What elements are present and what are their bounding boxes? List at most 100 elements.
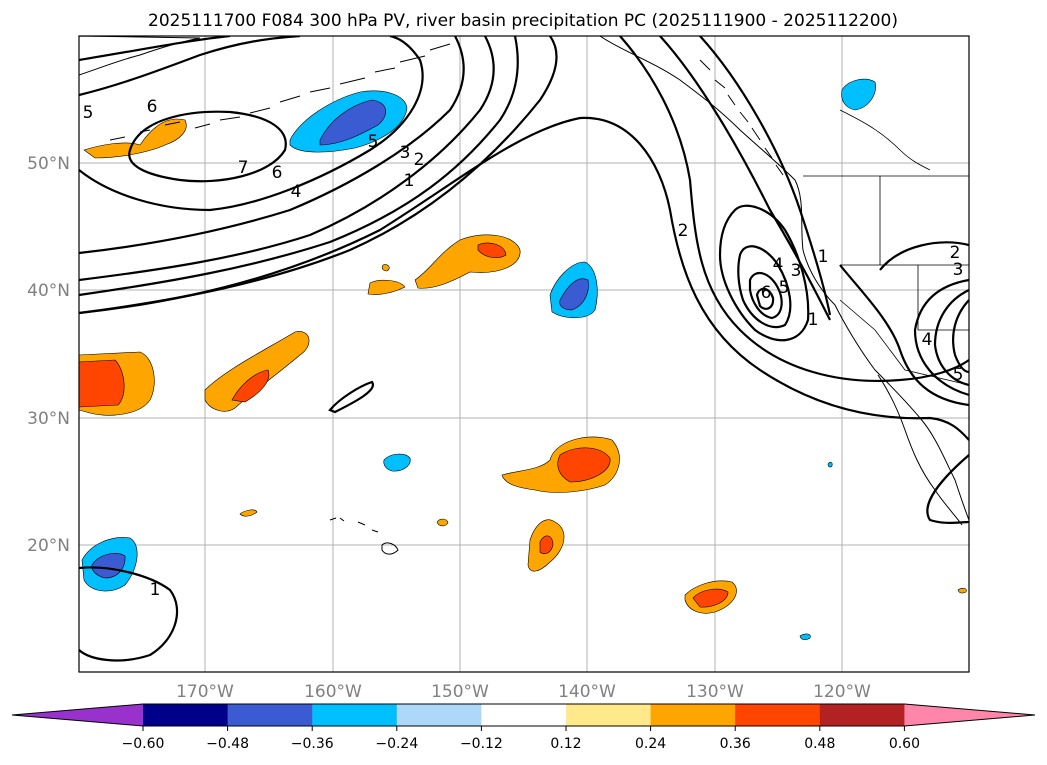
pv-contour [933, 289, 969, 387]
baja-california-coast [877, 374, 963, 526]
lon-label: 140°W [558, 682, 616, 702]
lat-label: 50°N [27, 154, 70, 174]
precip-positive-strong [79, 359, 125, 408]
precip-positive-region [957, 587, 967, 594]
lon-label: 160°W [304, 682, 362, 702]
precip-positive-strong [231, 369, 270, 403]
contour-label: 3 [953, 260, 964, 280]
pv-contour [619, 36, 969, 383]
contour-labels: 5 6 7 6 4 5 3 2 1 2 1 4 3 6 5 1 2 3 4 5 … [83, 97, 964, 600]
pv-contour [913, 278, 969, 397]
contour-label: 5 [368, 132, 379, 152]
lon-label: 150°W [431, 682, 489, 702]
precip-negative-strong [319, 99, 386, 146]
pv-contour [79, 566, 179, 662]
precip-positive-region [381, 264, 390, 272]
precip-negative-region [383, 453, 411, 472]
pv-contour [79, 116, 969, 441]
precip-negative-region [841, 78, 876, 111]
pv-contour [328, 380, 375, 414]
precip-positive-region [239, 509, 258, 517]
lat-label: 20°N [27, 536, 70, 556]
pv-contour [79, 36, 424, 212]
pv-contour [79, 36, 495, 282]
contour-label: 6 [147, 97, 158, 117]
colorbar-segment [227, 704, 313, 726]
contour-label: 6 [761, 283, 772, 303]
contour-label: 4 [773, 255, 784, 275]
colorbar-tick-label: −0.24 [375, 736, 418, 752]
precip-negative-strong [559, 278, 589, 311]
colorbar-tick-label: 0.12 [550, 736, 581, 752]
colorbar-segment [481, 704, 567, 726]
pv-contour [879, 241, 969, 271]
precip-positive-region [204, 331, 310, 412]
colorbar-segment [396, 704, 482, 726]
contour-label: 6 [272, 163, 283, 183]
contour-label: 3 [791, 261, 802, 281]
precip-positive-strong [692, 588, 729, 608]
contour-label: 5 [779, 278, 790, 298]
coastlines [79, 36, 969, 555]
colorbar-segment [735, 704, 821, 726]
pv-contour [79, 36, 231, 62]
longitude-labels: 170°W 160°W 150°W 140°W 130°W 120°W [176, 682, 871, 702]
precip-shading [79, 78, 967, 641]
north-america-coast [599, 36, 969, 521]
precip-negative-region [799, 633, 811, 641]
colorbar-segment [819, 704, 905, 726]
latitude-labels: 50°N 40°N 30°N 20°N [27, 154, 70, 556]
precip-negative-region [827, 461, 833, 468]
hawaiian-islands [329, 517, 399, 555]
colorbar: −0.60 −0.48 −0.36 −0.24 −0.12 0.12 0.24 0.36 0.4… [11, 703, 1036, 752]
colorbar-tick-label: 0.24 [635, 736, 666, 752]
colorbar-tick-label: −0.48 [206, 736, 249, 752]
colorbar-extend-max [904, 704, 1035, 726]
contour-label: 2 [678, 221, 689, 241]
contour-label: 7 [238, 158, 249, 178]
lon-label: 130°W [686, 682, 744, 702]
colorbar-segment [650, 704, 736, 726]
colorbar-segment [312, 704, 398, 726]
pv-contours [79, 36, 969, 662]
map-area: 5 6 7 6 4 5 3 2 1 2 1 4 3 6 5 1 2 3 4 5 … [79, 36, 969, 672]
pv-contour [952, 299, 969, 374]
british-columbia-islands [699, 59, 784, 176]
colorbar-tick-label: 0.48 [804, 736, 835, 752]
contour-label: 5 [953, 365, 964, 385]
lat-label: 30°N [27, 409, 70, 429]
contour-label: 1 [150, 580, 161, 600]
lon-label: 170°W [176, 682, 234, 702]
contour-label: 4 [291, 182, 302, 202]
colorbar-tick-label: −0.12 [460, 736, 503, 752]
contour-label: 1 [808, 310, 819, 330]
pv-contour [128, 110, 287, 183]
pv-contour [737, 245, 792, 328]
pv-contour [718, 204, 810, 342]
pv-contour [79, 36, 519, 297]
map-frame [78, 35, 970, 673]
colorbar-tick-label: −0.60 [122, 736, 165, 752]
pv-contour [79, 36, 301, 97]
us-state-border [839, 176, 969, 386]
contour-label: 2 [414, 150, 425, 170]
canada-inland-border [839, 109, 931, 171]
contour-label: 2 [950, 243, 961, 263]
colorbar-segment [143, 704, 229, 726]
contour-label: 4 [922, 330, 933, 350]
pv-contour [659, 36, 831, 321]
contour-label: 1 [404, 171, 415, 191]
figure-title: 2025111700 F084 300 hPa PV, river basin … [148, 11, 898, 31]
colorbar-segment [566, 704, 652, 726]
pv-contour [748, 271, 783, 320]
pv-contour [839, 264, 969, 407]
precip-positive-strong [539, 535, 554, 555]
pv-contour [699, 36, 832, 316]
lat-label: 40°N [27, 281, 70, 301]
colorbar-tick-label: 0.60 [889, 736, 920, 752]
colorbar-extend-min [12, 704, 143, 726]
contour-label: 1 [818, 247, 829, 267]
contour-label: 3 [400, 143, 411, 163]
colorbar-tick-label: −0.36 [291, 736, 334, 752]
